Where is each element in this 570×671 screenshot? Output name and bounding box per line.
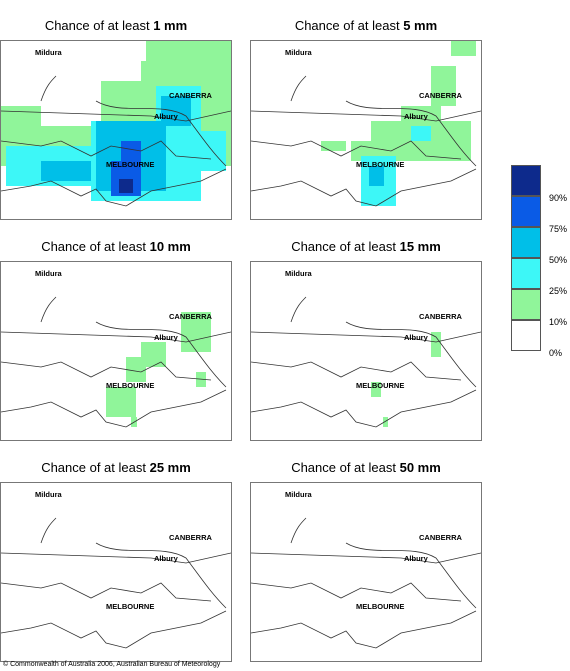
panel-title: Chance of at least 15 mm <box>291 239 441 254</box>
label-canberra: CANBERRA <box>419 312 462 321</box>
label-albury: Albury <box>154 112 178 121</box>
panel-title: Chance of at least 50 mm <box>291 460 441 475</box>
label-mildura: Mildura <box>35 48 62 57</box>
panel-title: Chance of at least 25 mm <box>41 460 191 475</box>
label-canberra: CANBERRA <box>169 533 212 542</box>
legend-label-75: 75% <box>549 224 568 234</box>
map-panel-15mm: Chance of at least 15 mm Mildura CANBERR… <box>250 239 482 444</box>
label-mildura: Mildura <box>35 490 62 499</box>
label-albury: Albury <box>154 333 178 342</box>
panel-title: Chance of at least 10 mm <box>41 239 191 254</box>
legend-label-0: 0% <box>549 348 563 358</box>
label-melbourne: MELBOURNE <box>106 602 155 611</box>
legend-label-90: 90% <box>549 193 568 203</box>
panel-title: Chance of at least 1 mm <box>44 18 188 33</box>
label-canberra: CANBERRA <box>169 312 212 321</box>
legend-swatch-10 <box>511 289 541 320</box>
map-panel-1mm: Chance of at least 1 mm <box>0 18 232 223</box>
legend-label-50: 50% <box>549 255 568 265</box>
label-melbourne: MELBOURNE <box>106 160 155 169</box>
legend-swatch-90 <box>511 165 541 196</box>
label-albury: Albury <box>404 554 428 563</box>
panel-title: Chance of at least 5 mm <box>294 18 438 33</box>
legend-swatch-25 <box>511 258 541 289</box>
map-panel-5mm: Chance of at least 5 mm Mildura CANBERRA… <box>250 18 482 223</box>
legend-swatch-75 <box>511 196 541 227</box>
label-mildura: Mildura <box>35 269 62 278</box>
legend-label-10: 10% <box>549 317 568 327</box>
label-albury: Albury <box>404 112 428 121</box>
label-melbourne: MELBOURNE <box>356 160 405 169</box>
label-melbourne: MELBOURNE <box>356 381 405 390</box>
map-panel-10mm: Chance of at least 10 mm Mildura CANBERR… <box>0 239 232 444</box>
label-mildura: Mildura <box>285 269 312 278</box>
probability-map: Mildura CANBERRA Albury MELBOURNE <box>250 482 482 662</box>
label-mildura: Mildura <box>285 490 312 499</box>
copyright-footer: © Commonwealth of Australia 2006, Austra… <box>3 661 221 668</box>
label-melbourne: MELBOURNE <box>356 602 405 611</box>
map-panel-50mm: Chance of at least 50 mm Mildura CANBERR… <box>250 460 482 665</box>
legend-swatch-0 <box>511 320 541 351</box>
probability-map: Mildura CANBERRA Albury MELBOURNE <box>0 482 232 662</box>
label-albury: Albury <box>154 554 178 563</box>
legend-swatch-50 <box>511 227 541 258</box>
legend-label-25: 25% <box>549 286 568 296</box>
probability-map: Mildura CANBERRA Albury MELBOURNE <box>250 261 482 441</box>
probability-map: Mildura CANBERRA Albury MELBOURNE <box>250 40 482 220</box>
map-panel-25mm: Chance of at least 25 mm Mildura CANBERR… <box>0 460 232 665</box>
label-canberra: CANBERRA <box>419 91 462 100</box>
label-albury: Albury <box>404 333 428 342</box>
label-melbourne: MELBOURNE <box>106 381 155 390</box>
label-canberra: CANBERRA <box>169 91 212 100</box>
probability-map: Mildura CANBERRA Albury MELBOURNE <box>0 40 232 220</box>
label-canberra: CANBERRA <box>419 533 462 542</box>
probability-map: Mildura CANBERRA Albury MELBOURNE <box>0 261 232 441</box>
label-mildura: Mildura <box>285 48 312 57</box>
